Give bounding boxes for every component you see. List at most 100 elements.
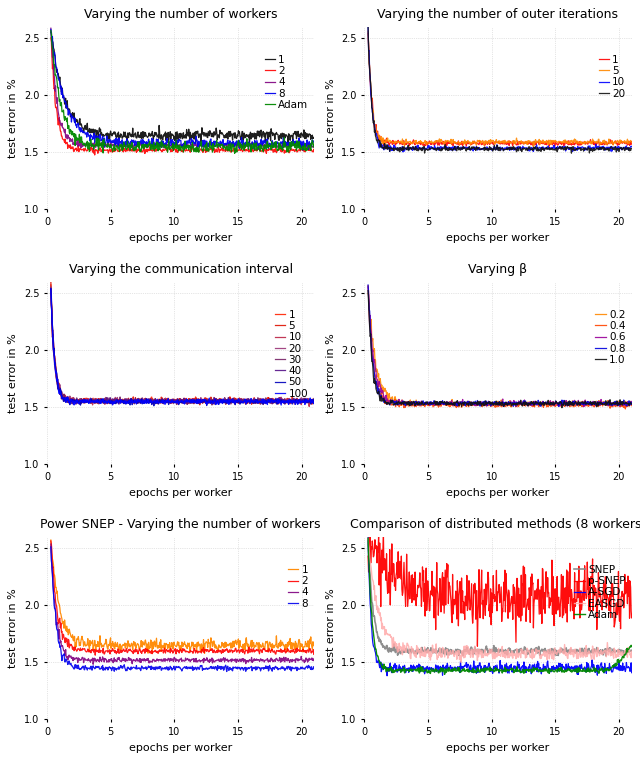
1 bbox=[310, 642, 318, 651]
EASGD bbox=[581, 651, 589, 661]
8 bbox=[172, 135, 180, 145]
2 bbox=[174, 147, 182, 156]
4 bbox=[174, 655, 182, 664]
A-SGD bbox=[628, 668, 636, 677]
Adam bbox=[490, 667, 498, 677]
10 bbox=[581, 146, 589, 155]
X-axis label: epochs per worker: epochs per worker bbox=[129, 743, 232, 753]
Y-axis label: test error in %: test error in % bbox=[8, 333, 19, 413]
5 bbox=[364, 27, 372, 36]
0.6 bbox=[580, 402, 588, 411]
1 bbox=[264, 129, 271, 139]
100 bbox=[204, 397, 212, 406]
Adam bbox=[204, 144, 212, 153]
Adam bbox=[174, 142, 182, 151]
X-axis label: epochs per worker: epochs per worker bbox=[446, 743, 550, 753]
Line: 20: 20 bbox=[51, 287, 314, 404]
SNEP bbox=[364, 537, 372, 546]
Line: 5: 5 bbox=[368, 31, 632, 147]
1 bbox=[507, 138, 515, 147]
50 bbox=[47, 285, 54, 294]
0.8 bbox=[555, 402, 563, 411]
8 bbox=[263, 136, 271, 145]
5 bbox=[310, 398, 318, 407]
4 bbox=[255, 145, 262, 154]
Line: 0.2: 0.2 bbox=[368, 294, 632, 406]
1 bbox=[305, 396, 312, 405]
Adam bbox=[47, 26, 54, 35]
Line: 8: 8 bbox=[51, 547, 314, 671]
1 bbox=[305, 642, 312, 651]
Adam bbox=[364, 533, 372, 543]
0.6 bbox=[581, 401, 589, 410]
A-SGD bbox=[490, 662, 498, 671]
Legend: 1, 5, 10, 20: 1, 5, 10, 20 bbox=[598, 54, 627, 100]
10 bbox=[304, 396, 312, 405]
Adam bbox=[508, 664, 515, 673]
10 bbox=[263, 397, 271, 406]
5 bbox=[507, 139, 515, 148]
0.6 bbox=[364, 282, 372, 291]
Adam bbox=[581, 667, 589, 676]
EASGD bbox=[628, 647, 636, 656]
X-axis label: epochs per worker: epochs per worker bbox=[129, 488, 232, 498]
0.4 bbox=[507, 400, 515, 409]
4 bbox=[204, 139, 212, 148]
2 bbox=[305, 648, 312, 657]
Y-axis label: test error in %: test error in % bbox=[8, 588, 19, 668]
5 bbox=[196, 400, 204, 409]
0.2 bbox=[522, 400, 529, 409]
0.2 bbox=[500, 402, 508, 411]
10 bbox=[399, 148, 407, 157]
1.0 bbox=[622, 398, 630, 407]
2 bbox=[190, 145, 198, 154]
Y-axis label: test error in %: test error in % bbox=[326, 588, 335, 668]
20 bbox=[622, 143, 630, 152]
Line: 100: 100 bbox=[51, 288, 314, 405]
20 bbox=[491, 143, 499, 152]
1.0 bbox=[491, 399, 499, 408]
20 bbox=[507, 144, 515, 153]
SNEP bbox=[622, 645, 630, 654]
8 bbox=[310, 665, 318, 674]
8 bbox=[223, 667, 230, 676]
0.4 bbox=[490, 400, 497, 409]
5 bbox=[521, 138, 529, 147]
X-axis label: epochs per worker: epochs per worker bbox=[129, 233, 232, 243]
1 bbox=[204, 396, 212, 405]
8 bbox=[174, 662, 182, 671]
Line: 0.8: 0.8 bbox=[368, 285, 632, 406]
p-SNEP bbox=[364, 552, 372, 561]
0.6 bbox=[622, 401, 630, 410]
0.6 bbox=[507, 396, 515, 406]
50 bbox=[305, 397, 312, 406]
1 bbox=[490, 140, 497, 149]
0.4 bbox=[580, 400, 588, 409]
20 bbox=[568, 148, 575, 158]
Adam bbox=[172, 135, 180, 145]
EASGD bbox=[490, 648, 498, 657]
0.2 bbox=[364, 289, 372, 298]
1 bbox=[364, 29, 372, 38]
4 bbox=[47, 24, 54, 33]
8 bbox=[47, 25, 54, 34]
0.4 bbox=[628, 401, 636, 410]
1 bbox=[172, 396, 180, 405]
20 bbox=[310, 399, 318, 408]
A-SGD bbox=[383, 671, 391, 680]
50 bbox=[264, 397, 271, 406]
30 bbox=[310, 395, 318, 404]
1 bbox=[172, 128, 180, 137]
20 bbox=[490, 144, 497, 153]
0.2 bbox=[508, 399, 515, 408]
Adam bbox=[492, 663, 499, 672]
5 bbox=[172, 395, 180, 404]
10 bbox=[310, 396, 318, 406]
Y-axis label: test error in %: test error in % bbox=[326, 78, 335, 158]
100 bbox=[305, 396, 312, 405]
4 bbox=[204, 656, 212, 665]
1.0 bbox=[558, 403, 566, 412]
Line: Adam: Adam bbox=[51, 30, 314, 153]
30 bbox=[47, 283, 54, 292]
0.8 bbox=[521, 396, 529, 406]
